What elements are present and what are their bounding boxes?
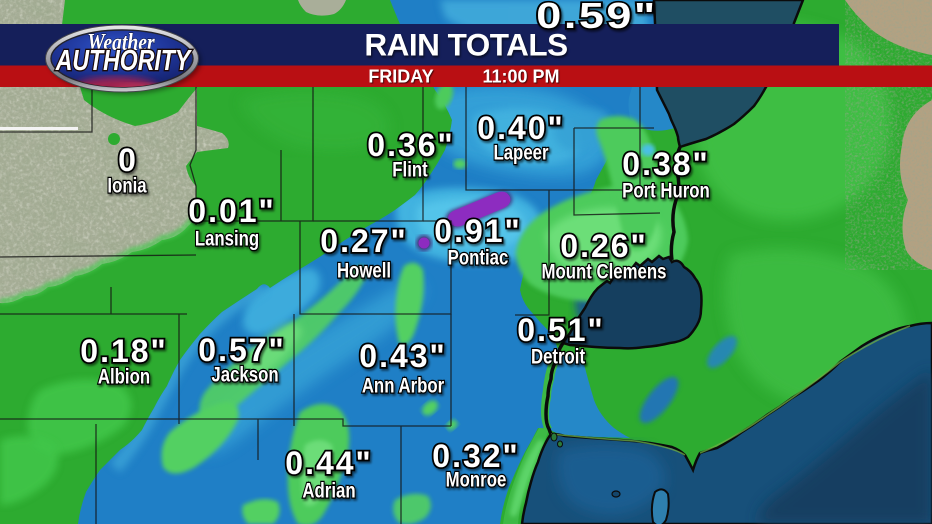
svg-text:0.51": 0.51" xyxy=(517,312,604,348)
svg-text:FRIDAY: FRIDAY xyxy=(368,67,433,87)
svg-text:Flint: Flint xyxy=(392,159,428,182)
svg-text:Port Huron: Port Huron xyxy=(622,180,710,203)
svg-text:Ann Arbor: Ann Arbor xyxy=(362,375,445,398)
svg-text:Jackson: Jackson xyxy=(211,364,278,387)
svg-text:Lapeer: Lapeer xyxy=(493,142,549,165)
svg-text:0.44": 0.44" xyxy=(285,445,372,481)
svg-text:Weather: Weather xyxy=(87,28,155,55)
svg-text:0: 0 xyxy=(118,142,136,178)
svg-text:0.57": 0.57" xyxy=(198,332,285,368)
svg-text:0.43": 0.43" xyxy=(359,338,446,374)
svg-text:Albion: Albion xyxy=(98,366,150,389)
svg-text:0.32": 0.32" xyxy=(432,438,519,474)
svg-text:Monroe: Monroe xyxy=(446,469,507,492)
svg-text:11:00 PM: 11:00 PM xyxy=(482,67,559,87)
svg-text:0.59": 0.59" xyxy=(536,0,657,36)
svg-text:Mount Clemens: Mount Clemens xyxy=(542,261,667,284)
svg-text:0.27": 0.27" xyxy=(320,223,407,259)
svg-text:Lansing: Lansing xyxy=(195,228,259,251)
svg-text:0.40": 0.40" xyxy=(477,110,564,146)
svg-text:Ionia: Ionia xyxy=(107,175,147,198)
svg-text:Detroit: Detroit xyxy=(531,346,586,369)
svg-text:0.91": 0.91" xyxy=(434,213,521,249)
svg-text:AUTHORITY: AUTHORITY xyxy=(55,46,193,77)
svg-text:RAIN TOTALS: RAIN TOTALS xyxy=(364,27,567,63)
svg-text:Pontiac: Pontiac xyxy=(448,247,509,270)
svg-text:0.38": 0.38" xyxy=(622,146,709,182)
svg-text:0.36": 0.36" xyxy=(367,127,454,163)
svg-text:0.18": 0.18" xyxy=(80,333,167,369)
svg-text:Adrian: Adrian xyxy=(302,480,355,503)
svg-text:0.01": 0.01" xyxy=(188,193,275,229)
svg-text:0.26": 0.26" xyxy=(560,228,647,264)
svg-text:Howell: Howell xyxy=(337,260,391,283)
